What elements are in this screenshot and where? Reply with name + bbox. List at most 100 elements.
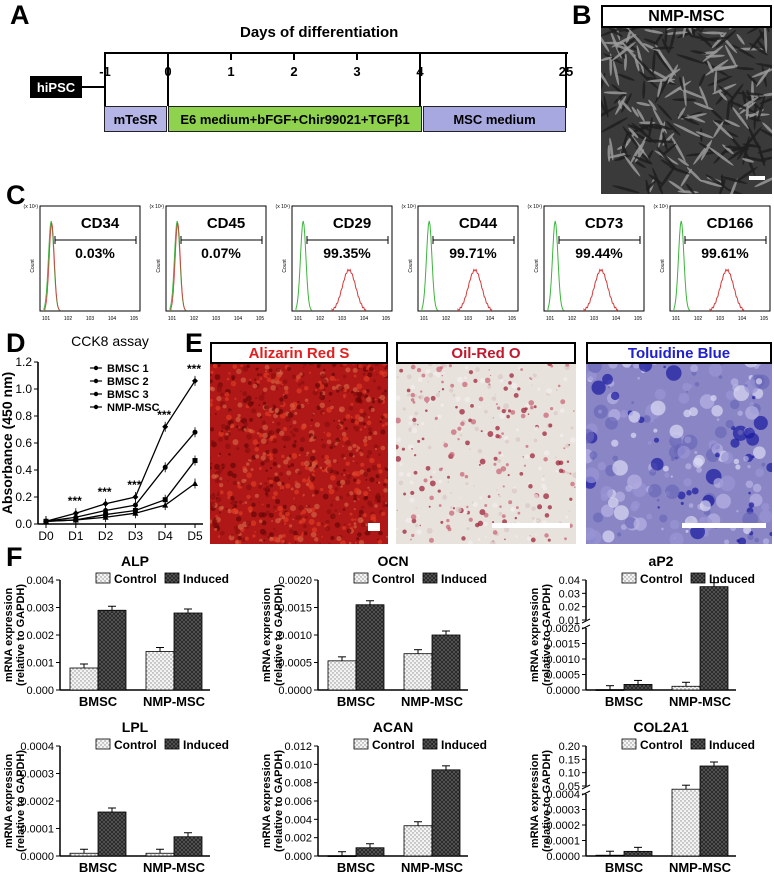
legend-label: Control (114, 572, 157, 586)
stain-texture (755, 378, 763, 385)
y-axis-label: (relative to GAPDH) (273, 750, 285, 852)
cell (753, 102, 757, 131)
stain-texture (371, 400, 376, 404)
stain-texture (260, 373, 263, 376)
stain-texture (264, 370, 268, 373)
stain-texture (244, 501, 248, 504)
stain-texture (396, 395, 401, 401)
stain-texture (275, 410, 279, 414)
cell (677, 158, 690, 167)
data-point (72, 510, 79, 517)
stain-texture (261, 420, 267, 425)
stain-texture (262, 387, 268, 392)
stain-texture (601, 504, 614, 518)
stain-texture (292, 420, 297, 425)
stage-mtesr-label: mTeSR (113, 111, 158, 127)
marker-percent: 99.71% (449, 245, 497, 261)
stain-texture (738, 537, 747, 544)
stain-texture (314, 503, 320, 510)
cell (658, 165, 676, 190)
stain-texture (331, 385, 337, 391)
stain-texture (495, 434, 500, 439)
stain-texture (361, 505, 365, 509)
stain-texture (465, 511, 468, 514)
stain-texture (302, 494, 305, 497)
stain-texture (244, 443, 249, 449)
stain-texture (524, 407, 528, 411)
legend-marker (93, 391, 99, 397)
stage-msc-label: MSC medium (453, 111, 536, 127)
series-line (45, 460, 196, 522)
stain-texture (270, 373, 277, 379)
stain-texture (261, 520, 267, 526)
stain-texture (319, 542, 322, 544)
stain-texture (311, 449, 316, 454)
stain-texture (311, 511, 317, 518)
stain-texture (429, 475, 433, 479)
stain-texture (368, 489, 371, 492)
stain-texture (305, 505, 308, 507)
stain-texture (215, 405, 221, 411)
stain-texture (358, 509, 364, 515)
stain-texture (353, 522, 357, 526)
stain-texture (240, 364, 243, 368)
stain-texture (507, 409, 512, 413)
stain-texture (353, 494, 357, 498)
cell (621, 41, 642, 66)
stain-texture (251, 455, 257, 460)
stain-texture (600, 486, 613, 499)
stain-texture (654, 388, 666, 400)
stain-texture (228, 408, 232, 413)
stain-texture (558, 468, 564, 473)
stain-texture (285, 483, 291, 489)
cell (617, 73, 635, 81)
stain-texture (344, 502, 349, 507)
stain-texture (256, 373, 260, 377)
stain-texture (402, 407, 406, 411)
stain-texture (646, 513, 653, 520)
cell (664, 27, 668, 45)
marker-percent: 0.07% (201, 245, 241, 261)
stain-texture (487, 495, 491, 499)
stain-texture (309, 475, 316, 482)
stain-texture (358, 540, 365, 544)
stain-texture (525, 503, 531, 509)
cell (645, 179, 650, 194)
stain-texture (436, 372, 441, 378)
stain-texture (497, 458, 502, 464)
stain-texture (309, 455, 316, 462)
stain-texture (259, 528, 266, 535)
stain-texture (477, 538, 481, 541)
cell (757, 95, 765, 123)
stain-texture (210, 493, 216, 500)
stain-texture (546, 388, 552, 394)
stain-texture (362, 389, 367, 394)
legend-swatch-induced (690, 572, 706, 584)
stain-texture (376, 385, 382, 391)
stain-texture (520, 413, 526, 419)
stain-texture (269, 536, 273, 540)
stain-texture (407, 393, 410, 397)
stain-texture (533, 493, 539, 500)
stain-texture (230, 496, 235, 501)
stain-texture (307, 504, 311, 508)
stain-texture (503, 403, 510, 410)
cell (621, 100, 632, 113)
stain-texture (331, 500, 334, 502)
stain-texture (275, 498, 281, 505)
stain-texture (557, 384, 561, 388)
y-tick-label: 0.15 (559, 754, 580, 766)
bar-chart-lpl: LPL Control Induced mRNA expression (relativ… (3, 719, 229, 874)
stain-texture (321, 443, 327, 449)
stain-texture (402, 529, 407, 534)
stain-texture (602, 373, 613, 385)
data-point (162, 502, 169, 508)
stain-texture (225, 397, 229, 401)
stain-texture (497, 374, 503, 380)
timeline-tick (167, 52, 169, 106)
stain-title-toluidine-text: Toluidine Blue (627, 344, 731, 362)
cell (637, 136, 647, 155)
stain-texture (529, 380, 531, 383)
legend-swatch-induced (164, 738, 180, 750)
cell (661, 38, 670, 54)
